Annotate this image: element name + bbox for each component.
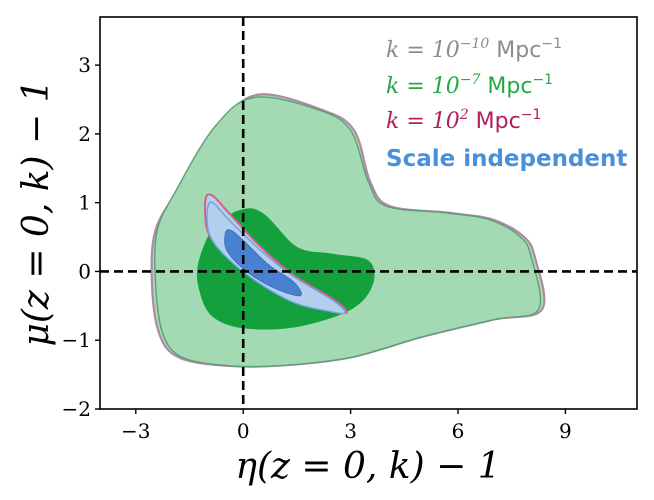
legend-entry: k = 102 Mpc−1 (386, 107, 541, 134)
legend-entry: k = 10−10 Mpc−1 (386, 36, 562, 63)
y-tick-label: 3 (78, 53, 91, 77)
y-tick-label: −1 (62, 328, 91, 352)
x-tick-label: 6 (452, 419, 465, 443)
y-tick-label: −2 (62, 397, 91, 421)
x-tick-label: 0 (237, 419, 250, 443)
y-axis-label: μ(z = 0, k) − 1 (16, 79, 57, 346)
y-tick-label: 0 (78, 259, 91, 283)
plot-frame (99, 16, 638, 410)
legend: k = 10−10 Mpc−1 k = 10−7 Mpc−1 k = 102 Mpc… (386, 36, 627, 172)
x-tick-label: 3 (344, 419, 357, 443)
legend-entry: Scale independent (386, 146, 627, 172)
x-tick-label: −3 (121, 419, 150, 443)
reference-lines (100, 17, 637, 409)
axis-ticks: −3 0 3 6 9 −2 −1 0 1 2 3 (62, 53, 572, 443)
x-tick-label: 9 (559, 419, 572, 443)
legend-entry: k = 10−7 Mpc−1 (386, 72, 553, 99)
y-tick-label: 2 (78, 122, 91, 146)
y-tick-label: 1 (78, 191, 91, 215)
contour-layer (150, 93, 546, 368)
x-axis-label: η(z = 0, k) − 1 (235, 446, 500, 487)
